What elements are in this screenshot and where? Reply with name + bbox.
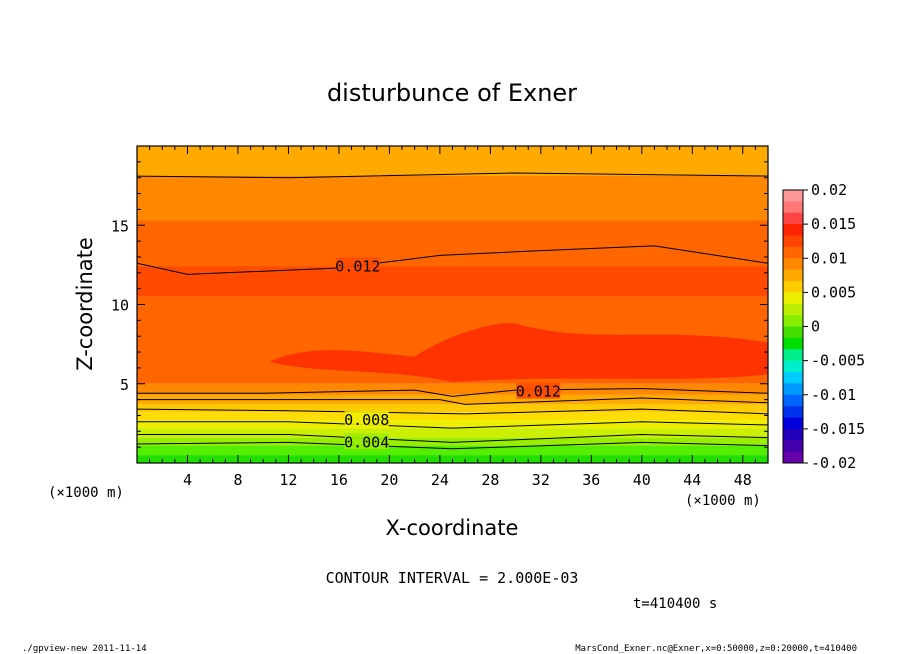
x-axis-ticks: 4 8 12 16 20 24 28 32 36 40 44 48 <box>149 146 756 489</box>
x-tick-label: 12 <box>279 471 297 489</box>
footer-left: ./gpview-new 2011-11-14 <box>22 644 147 654</box>
x-unit-right: (×1000 m) <box>685 493 761 509</box>
colorbar-tick-label: 0.005 <box>811 283 856 301</box>
contour-label: 0.004 <box>344 433 389 451</box>
colorbar-tick-label: -0.015 <box>811 420 865 438</box>
contour-line <box>136 441 769 450</box>
contour-label-bg <box>516 382 561 399</box>
contour-interval: CONTOUR INTERVAL = 2.000E-03 <box>326 569 579 587</box>
x-tick-label: 48 <box>734 471 752 489</box>
colorbar-swatch <box>783 315 803 327</box>
x-tick-label: 4 <box>183 471 192 489</box>
colorbar-swatch <box>783 383 803 396</box>
x-axis-label: X-coordinate <box>386 516 519 540</box>
colorbar-swatch <box>783 269 803 282</box>
contour-label-bg <box>344 411 389 428</box>
colorbar-tick-label: -0.005 <box>811 352 865 370</box>
time-label: t=410400 s <box>633 596 717 612</box>
colorbar-swatch <box>783 190 803 202</box>
colorbar-swatch <box>783 235 803 248</box>
x-tick-label: 36 <box>582 471 600 489</box>
contour-line <box>136 408 769 415</box>
contour-band <box>137 383 768 395</box>
y-axis-ticks: 5 10 15 <box>111 161 768 448</box>
x-tick-label: 40 <box>633 471 651 489</box>
colorbar-swatch <box>783 440 803 453</box>
contour-label-bg <box>344 433 389 450</box>
contour-line <box>137 397 769 405</box>
colorbar-swatch <box>783 360 803 373</box>
colorbar-swatch <box>783 417 803 430</box>
y-tick-label: 10 <box>111 297 129 315</box>
x-tick-label: 16 <box>330 471 348 489</box>
contour-label: 0.012 <box>335 257 380 275</box>
contour-line <box>136 172 769 179</box>
chart-title: disturbunce of Exner <box>327 79 577 107</box>
footer-right: MarsCond_Exner.nc@Exner,x=0:50000,z=0:20… <box>575 644 857 654</box>
colorbar-tick-label: -0.02 <box>811 454 856 472</box>
colorbar-tick-label: 0 <box>811 318 820 336</box>
contour-label: 0.012 <box>516 383 561 401</box>
x-unit-left: (×1000 m) <box>48 485 124 501</box>
contour-label-bg <box>335 257 380 274</box>
contour-line <box>136 245 769 275</box>
contour-band <box>137 445 768 456</box>
colorbar-swatch <box>783 212 803 225</box>
x-tick-label: 24 <box>431 471 449 489</box>
colorbar-swatch <box>783 372 803 384</box>
colorbar-swatch <box>783 349 803 362</box>
colorbar-swatch <box>783 292 803 305</box>
x-tick-label: 20 <box>380 471 398 489</box>
colorbar-tick-label: 0.02 <box>811 181 847 199</box>
colorbar-swatch <box>783 337 803 350</box>
colorbar-tick-label: 0.01 <box>811 249 847 267</box>
contour-band <box>137 176 768 221</box>
contour-band <box>137 412 768 421</box>
contour-line <box>137 433 769 443</box>
colorbar-swatch <box>783 258 803 271</box>
y-axis-label: Z-coordinate <box>73 237 97 371</box>
contour-band <box>137 420 768 429</box>
colorbar-swatch <box>783 394 803 407</box>
colorbar-ticks: 0.02 0.015 0.01 0.005 0 -0.005 -0.01 -0.015 -0.0… <box>803 181 865 472</box>
contour-band <box>137 394 768 405</box>
colorbar-swatch <box>783 281 803 293</box>
contour-band <box>137 437 768 446</box>
y-tick-label: 5 <box>120 376 129 394</box>
colorbar-swatch <box>783 326 803 339</box>
x-tick-label: 8 <box>233 471 242 489</box>
y-tick-label: 15 <box>111 217 129 235</box>
contour-labels: 0.012 0.012 0.008 0.004 <box>335 257 561 451</box>
colorbar-tick-label: -0.01 <box>811 386 856 404</box>
contour-band <box>137 146 768 177</box>
x-tick-label: 28 <box>481 471 499 489</box>
x-tick-label: 32 <box>532 471 550 489</box>
contour-max-region <box>269 323 768 383</box>
colorbar-swatch <box>783 428 803 441</box>
contour-lines <box>136 172 769 450</box>
contour-band <box>137 428 768 438</box>
colorbar-swatch <box>783 303 803 316</box>
colorbar-swatch <box>783 224 803 236</box>
contour-label: 0.008 <box>344 411 389 429</box>
colorbar-swatch <box>783 451 803 464</box>
contour-band <box>137 404 768 413</box>
colorbar-swatch <box>783 246 803 259</box>
contour-band <box>137 220 768 267</box>
contour-line <box>137 421 769 429</box>
colorbar-swatch <box>783 201 803 214</box>
contour-line <box>137 388 769 397</box>
colorbar-tick-label: 0.015 <box>811 215 856 233</box>
colorbar <box>783 190 803 464</box>
colorbar-swatch <box>783 406 803 418</box>
plot-area <box>137 146 768 463</box>
x-tick-label: 44 <box>683 471 701 489</box>
